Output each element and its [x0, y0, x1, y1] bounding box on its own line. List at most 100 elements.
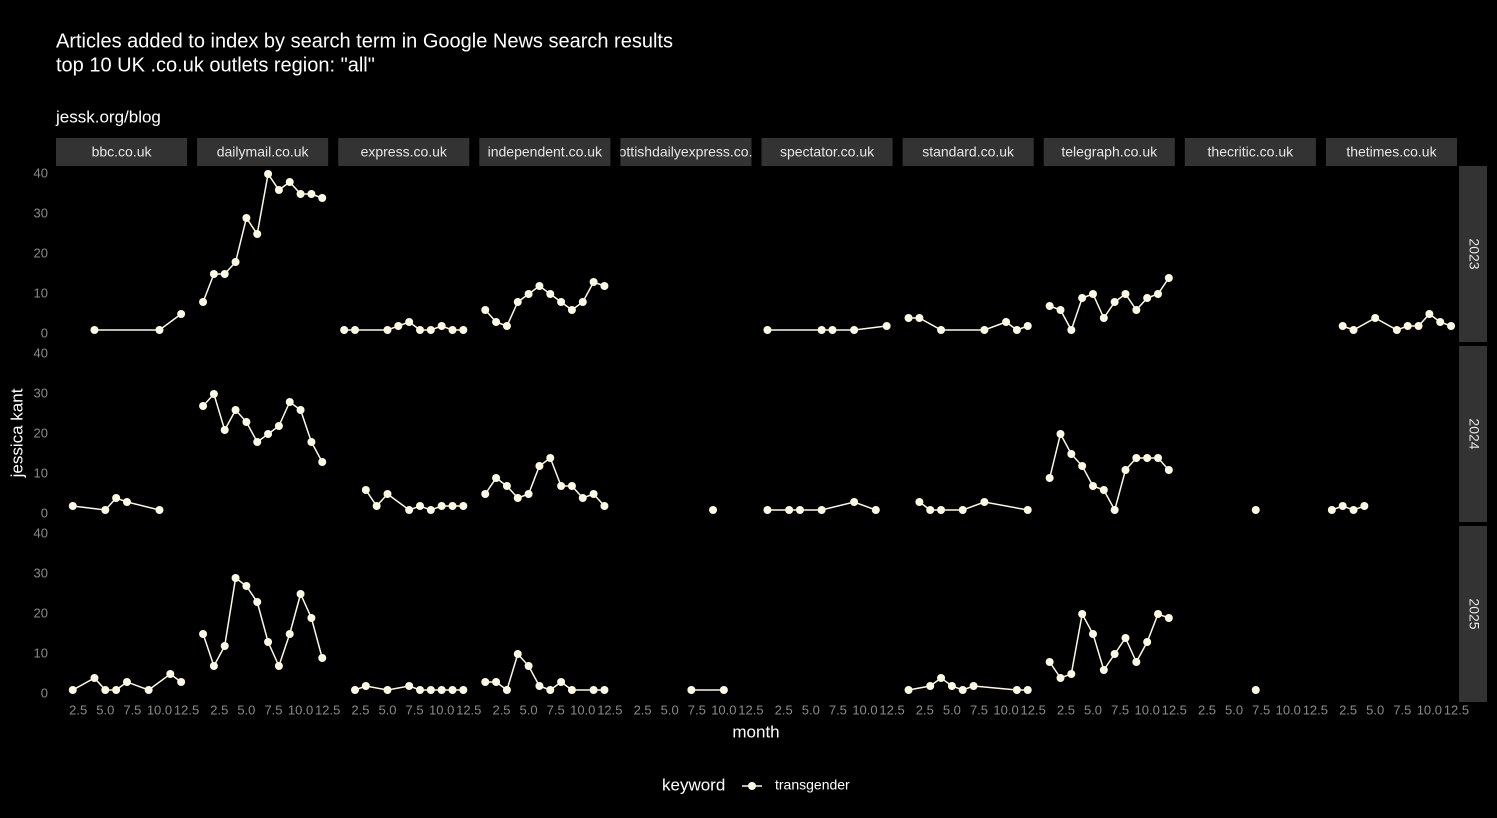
series-line: [1048, 431, 1170, 513]
data-point: [1078, 462, 1087, 470]
series-line: [1049, 277, 1170, 332]
data-point: [101, 686, 110, 694]
data-point: [719, 686, 728, 694]
data-point: [546, 454, 555, 462]
data-point: [220, 270, 229, 278]
strip-background: [761, 138, 893, 166]
data-point: [264, 430, 273, 438]
data-point: [763, 506, 772, 514]
data-point: [481, 306, 490, 314]
data-point: [296, 590, 305, 598]
strip-label: standard.co.uk: [922, 144, 1015, 160]
data-point: [926, 506, 935, 514]
y-tick-label: 10: [34, 645, 48, 660]
data-point: [1056, 674, 1065, 682]
data-point: [405, 318, 414, 326]
data-point: [1164, 274, 1173, 282]
data-point: [492, 678, 501, 686]
data-point: [947, 682, 956, 690]
data-point: [915, 314, 924, 322]
y-tick-label: 20: [34, 605, 48, 620]
data-point: [296, 406, 305, 414]
data-point: [264, 638, 273, 646]
data-point: [1425, 310, 1434, 318]
x-tick-label: 5.0: [661, 702, 679, 717]
strip-label: telegraph.co.uk: [1061, 144, 1158, 160]
y-tick-label: 40: [34, 345, 48, 360]
data-point: [253, 598, 262, 606]
data-point: [524, 662, 533, 670]
data-point: [209, 662, 218, 670]
x-tick-label: 5.0: [237, 702, 255, 717]
y-tick-label: 0: [41, 505, 48, 520]
data-point: [122, 678, 131, 686]
data-point: [285, 178, 294, 186]
data-point: [242, 214, 251, 222]
data-point: [567, 482, 576, 490]
y-tick-label: 0: [41, 685, 48, 700]
strip-label: express.co.uk: [361, 144, 448, 160]
data-point: [307, 438, 316, 446]
data-point: [340, 326, 349, 334]
data-point: [1067, 326, 1076, 334]
data-point: [231, 258, 240, 266]
data-point: [567, 686, 576, 694]
x-tick-label: 2.5: [69, 702, 87, 717]
x-tick-label: 12.5: [738, 702, 763, 717]
data-point: [882, 322, 891, 330]
data-point: [1088, 630, 1097, 638]
data-point: [448, 686, 457, 694]
data-point: [1067, 450, 1076, 458]
data-point: [926, 682, 935, 690]
data-point: [448, 502, 457, 510]
x-tick-label: 2.5: [492, 702, 510, 717]
data-point: [546, 686, 555, 694]
x-tick-label: 10.0: [1417, 702, 1442, 717]
data-point: [1099, 666, 1108, 674]
series-line: [202, 392, 323, 463]
series-line: [1331, 505, 1365, 511]
y-tick-label: 0: [41, 325, 48, 340]
x-tick-label: 10.0: [993, 702, 1018, 717]
data-point: [524, 490, 533, 498]
data-point: [274, 186, 283, 194]
series-line: [344, 321, 464, 331]
data-point: [177, 310, 186, 318]
data-point: [285, 398, 294, 406]
data-point: [567, 306, 576, 314]
data-point: [1023, 506, 1032, 514]
x-tick-label: 5.0: [520, 702, 538, 717]
data-point: [112, 686, 121, 694]
strip-background: [1459, 166, 1487, 342]
series-line: [908, 317, 1028, 331]
legend-point: [748, 782, 756, 790]
legend-title: keyword: [662, 775, 725, 794]
data-point: [405, 506, 414, 514]
x-tick-label: 7.5: [123, 702, 141, 717]
data-point: [557, 482, 566, 490]
data-point: [144, 686, 153, 694]
x-tick-label: 12.5: [315, 702, 340, 717]
x-tick-label: 2.5: [916, 702, 934, 717]
data-point: [1088, 290, 1097, 298]
data-point: [68, 686, 77, 694]
strip-background: [479, 138, 611, 166]
series-line: [485, 652, 605, 692]
data-point: [416, 326, 425, 334]
data-point: [307, 614, 316, 622]
y-axis-title: jessica kant: [7, 388, 26, 478]
x-tick-label: 5.0: [1084, 702, 1102, 717]
data-point: [557, 298, 566, 306]
x-tick-label: 12.5: [1303, 702, 1328, 717]
data-point: [274, 662, 283, 670]
data-point: [1251, 506, 1260, 514]
x-tick-label: 10.0: [711, 702, 736, 717]
data-point: [1251, 686, 1260, 694]
data-point: [220, 426, 229, 434]
data-point: [274, 422, 283, 430]
series-line: [1049, 611, 1170, 679]
x-tick-label: 2.5: [210, 702, 228, 717]
data-point: [318, 194, 327, 202]
data-point: [1447, 322, 1456, 330]
